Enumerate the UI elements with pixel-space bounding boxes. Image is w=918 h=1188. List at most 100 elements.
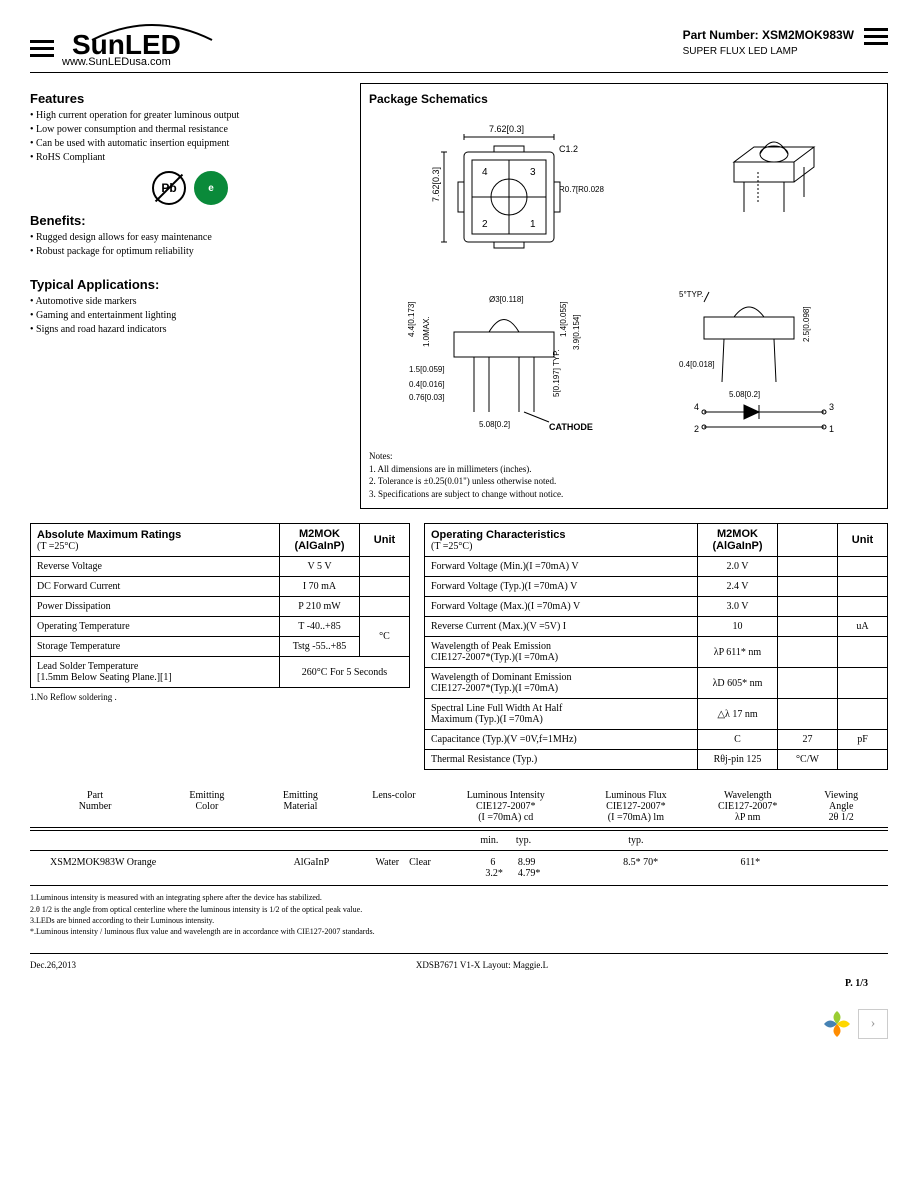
svg-text:7.62[0.3]: 7.62[0.3] bbox=[431, 167, 441, 202]
lum-header-row: Part Number Emitting Color Emitting Mate… bbox=[30, 790, 888, 828]
note-line: 2. Tolerance is ±0.25(0.01") unless othe… bbox=[369, 475, 879, 488]
table-cell: Capacitance (Typ.)(V =0V,f=1MHz) bbox=[425, 730, 698, 750]
left-column: Features High current operation for grea… bbox=[30, 83, 350, 338]
table-cell bbox=[838, 750, 888, 770]
table-cell bbox=[838, 577, 888, 597]
table-cell: 260°C For 5 Seconds bbox=[280, 657, 410, 688]
oc-col4: Unit bbox=[838, 524, 888, 557]
list-item: Can be used with automatic insertion equ… bbox=[30, 138, 350, 149]
svg-text:4: 4 bbox=[482, 167, 488, 178]
svg-text:2.5[0.098]: 2.5[0.098] bbox=[802, 306, 811, 342]
lum-header: Viewing Angle 2θ 1/2 bbox=[794, 790, 888, 823]
lum-header: Part Number bbox=[30, 790, 160, 823]
table-cell: T -40..+85 bbox=[280, 617, 360, 637]
menu-icon-right[interactable] bbox=[864, 28, 888, 45]
next-page-button[interactable]: › bbox=[858, 1009, 888, 1039]
table-cell: △λ 17 nm bbox=[698, 699, 778, 730]
table-cell: °C bbox=[360, 617, 410, 657]
page-indicator: P. 1/3 bbox=[30, 978, 868, 989]
table-cell bbox=[778, 668, 838, 699]
schematics-box: Package Schematics bbox=[360, 83, 888, 509]
table-cell bbox=[778, 617, 838, 637]
table-cell: Reverse Current (Max.)(V =5V) I bbox=[425, 617, 698, 637]
svg-text:5°TYP.: 5°TYP. bbox=[679, 290, 703, 299]
table-cell: 3.0 V bbox=[698, 597, 778, 617]
lum-header: Emitting Material bbox=[254, 790, 348, 823]
page-header: SunLED www.SunLEDusa.com Part Number: XS… bbox=[30, 20, 888, 73]
svg-text:C1.2: C1.2 bbox=[559, 144, 578, 154]
schematic-3d-view bbox=[704, 112, 834, 232]
svg-text:CATHODE: CATHODE bbox=[549, 422, 593, 432]
viewer-logo-icon bbox=[822, 1009, 852, 1039]
schematic-side-view: Ø3[0.118] 4.4[0.173] 1.0MAX. 1.4[0.055] … bbox=[394, 282, 614, 442]
schematic-side-view-2: 5°TYP. 2.5[0.098] 0.4[0.018] 5.08[0.2] bbox=[674, 282, 854, 442]
lum-header: Luminous Intensity CIE127-2007* (I =70mA… bbox=[441, 790, 571, 823]
svg-text:Ø3[0.118]: Ø3[0.118] bbox=[489, 295, 524, 304]
lum-cell: AlGaInP bbox=[265, 857, 357, 879]
menu-icon[interactable] bbox=[30, 40, 54, 57]
lum-cell: XSM2MOK983W Orange bbox=[30, 857, 174, 879]
svg-text:7.62[0.3]: 7.62[0.3] bbox=[489, 124, 524, 134]
lum-sub-row: min. typ. typ. bbox=[30, 830, 888, 850]
notes-title: Notes: bbox=[369, 450, 879, 463]
oc-col2: M2MOK (AlGaInP) bbox=[698, 524, 778, 557]
table-cell: Tstg -55..+85 bbox=[280, 637, 360, 657]
lum-sub bbox=[160, 835, 254, 846]
lum-cell bbox=[174, 857, 266, 879]
svg-text:3: 3 bbox=[829, 402, 834, 412]
amr-table: Absolute Maximum Ratings (T =25°C) M2MOK… bbox=[30, 523, 410, 688]
benefits-title: Benefits: bbox=[30, 213, 350, 228]
table-cell: I 70 mA bbox=[280, 577, 360, 597]
table-cell: Forward Voltage (Max.)(I =70mA) V bbox=[425, 597, 698, 617]
header-left: SunLED www.SunLEDusa.com bbox=[30, 20, 242, 68]
svg-text:3: 3 bbox=[530, 167, 536, 178]
note-line: 2.θ 1/2 is the angle from optical center… bbox=[30, 904, 888, 915]
oc-header: Operating Characteristics (T =25°C) bbox=[425, 524, 698, 557]
lum-sub bbox=[254, 835, 348, 846]
table-cell bbox=[778, 637, 838, 668]
oc-table: Operating Characteristics (T =25°C) M2MO… bbox=[424, 523, 888, 770]
table-cell: Wavelength of Peak Emission CIE127-2007*… bbox=[425, 637, 698, 668]
bottom-nav: › bbox=[30, 999, 888, 1039]
note-line: *.Luminous intensity / luminous flux val… bbox=[30, 926, 888, 937]
list-item: Signs and road hazard indicators bbox=[30, 324, 350, 335]
table-cell: Forward Voltage (Min.)(I =70mA) V bbox=[425, 557, 698, 577]
lum-cell bbox=[796, 857, 888, 879]
table-cell bbox=[838, 699, 888, 730]
page-footer: Dec.26,2013 XDSB7671 V1-X Layout: Maggie… bbox=[30, 953, 888, 970]
table-cell: 2.4 V bbox=[698, 577, 778, 597]
svg-text:4: 4 bbox=[694, 402, 699, 412]
table-cell: pF bbox=[838, 730, 888, 750]
svg-text:5.08[0.2]: 5.08[0.2] bbox=[729, 390, 760, 399]
table-cell: Power Dissipation bbox=[31, 597, 280, 617]
table-cell bbox=[838, 668, 888, 699]
footer-date: Dec.26,2013 bbox=[30, 960, 76, 970]
lum-sub bbox=[30, 835, 160, 846]
lum-sub bbox=[794, 835, 888, 846]
oc-col3 bbox=[778, 524, 838, 557]
table-cell: λP 611* nm bbox=[698, 637, 778, 668]
table-cell bbox=[360, 557, 410, 577]
table-cell: V 5 V bbox=[280, 557, 360, 577]
lum-sub bbox=[347, 835, 441, 846]
svg-text:0.4[0.016]: 0.4[0.016] bbox=[409, 380, 445, 389]
list-item: Rugged design allows for easy maintenanc… bbox=[30, 232, 350, 243]
lum-sub: typ. bbox=[571, 835, 701, 846]
tables-row: Absolute Maximum Ratings (T =25°C) M2MOK… bbox=[30, 523, 888, 770]
applications-title: Typical Applications: bbox=[30, 277, 350, 292]
svg-text:1.5[0.059]: 1.5[0.059] bbox=[409, 365, 445, 374]
svg-text:5[0.197] TYP.: 5[0.197] TYP. bbox=[552, 349, 561, 397]
svg-text:1.0MAX.: 1.0MAX. bbox=[422, 316, 431, 347]
svg-text:5.08[0.2]: 5.08[0.2] bbox=[479, 420, 510, 429]
lum-sub: min. typ. bbox=[441, 835, 571, 846]
lum-cell: Water Clear bbox=[357, 857, 449, 879]
table-cell bbox=[778, 557, 838, 577]
note-line: 1.Luminous intensity is measured with an… bbox=[30, 892, 888, 903]
lum-header: Emitting Color bbox=[160, 790, 254, 823]
applications-list: Automotive side markers Gaming and enter… bbox=[30, 296, 350, 335]
lum-data-row: XSM2MOK983W Orange AlGaInP Water Clear 6… bbox=[30, 850, 888, 886]
table-cell: uA bbox=[838, 617, 888, 637]
table-cell: C bbox=[698, 730, 778, 750]
table-cell: Spectral Line Full Width At Half Maximum… bbox=[425, 699, 698, 730]
schematic-notes: Notes: 1. All dimensions are in millimet… bbox=[369, 450, 879, 500]
